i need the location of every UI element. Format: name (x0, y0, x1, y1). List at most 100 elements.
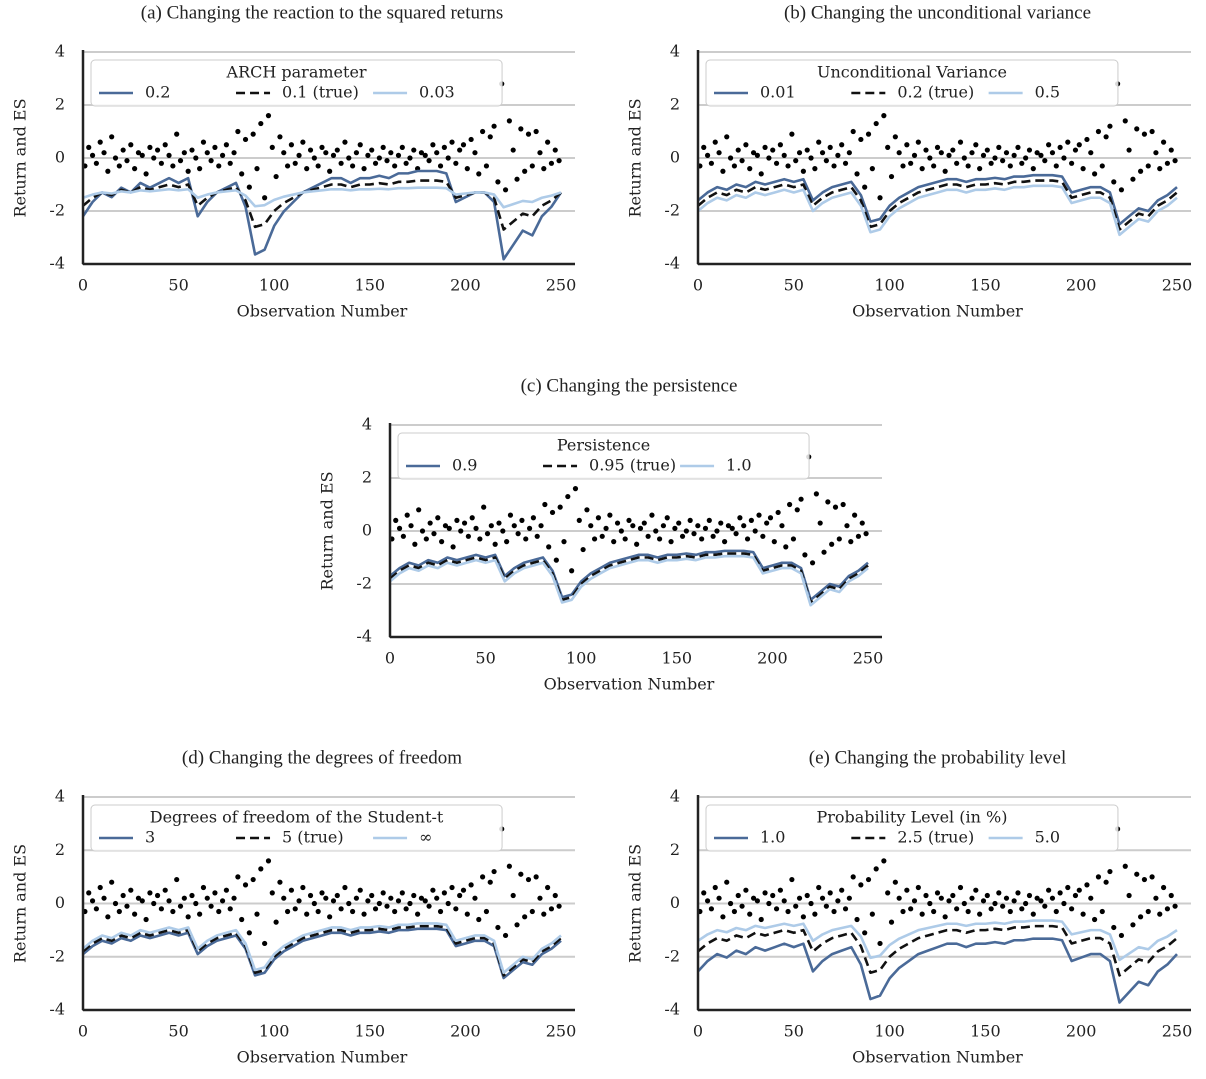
return-point (873, 866, 879, 872)
return-point (330, 152, 337, 158)
return-point (262, 195, 268, 201)
return-point (265, 858, 272, 864)
return-point (664, 515, 670, 521)
return-point (1141, 876, 1148, 883)
return-point (166, 898, 172, 904)
return-point (859, 520, 865, 526)
return-point (269, 144, 275, 150)
legend-title: ARCH parameter (226, 63, 367, 82)
return-point (500, 528, 506, 534)
legend: Degrees of freedom of the Student-t3 5 (t… (90, 804, 503, 852)
return-point (1103, 879, 1109, 885)
return-point (105, 168, 111, 174)
return-point (885, 144, 891, 150)
return-point (708, 160, 715, 166)
return-point (927, 155, 933, 161)
return-point (683, 528, 689, 534)
return-point (437, 908, 444, 915)
return-point (139, 152, 145, 158)
return-point (457, 892, 463, 899)
return-point (492, 541, 498, 547)
return-point (858, 136, 864, 143)
return-point (821, 549, 827, 555)
return-point (427, 520, 433, 526)
return-point (418, 895, 425, 901)
return-point (242, 882, 249, 888)
es-line (82, 179, 562, 231)
x-tick-label: 0 (385, 649, 395, 668)
x-tick-label: 100 (259, 276, 290, 295)
y-tick-label: -2 (49, 946, 65, 965)
return-point (1061, 900, 1067, 907)
return-point (1023, 155, 1029, 161)
return-point (277, 879, 283, 885)
return-point (1000, 903, 1006, 909)
return-point (419, 528, 426, 534)
return-point (781, 898, 787, 904)
return-point (502, 932, 509, 939)
return-point (472, 895, 478, 901)
return-point (885, 890, 891, 896)
return-point (189, 892, 195, 899)
return-point (819, 150, 826, 156)
return-point (832, 504, 839, 510)
return-point (105, 914, 111, 920)
return-point (357, 887, 363, 893)
return-point (865, 876, 872, 883)
return-point (533, 128, 539, 135)
x-tick-label: 100 (874, 1022, 905, 1041)
return-point (1126, 147, 1132, 153)
return-point (727, 155, 734, 161)
x-tick-label: 50 (168, 276, 188, 295)
return-point (1160, 139, 1167, 145)
return-point (1000, 158, 1006, 164)
return-point (1122, 863, 1128, 869)
return-point (961, 155, 967, 161)
y-tick-label: 2 (55, 95, 65, 114)
return-point (977, 166, 983, 172)
return-point (1015, 890, 1021, 896)
legend-label: 0.03 (419, 83, 455, 102)
return-point (519, 517, 525, 524)
return-point (376, 900, 382, 907)
return-point (758, 916, 764, 923)
legend: Unconditional Variance 0.01 0.2 (true) 0.5 (705, 59, 1119, 107)
x-axis-label: Observation Number (237, 302, 408, 321)
return-point (808, 900, 814, 907)
return-point (372, 160, 379, 166)
legend: Persistence 0.9 0.95 (true) 1.0 (397, 432, 810, 480)
return-point (1149, 874, 1155, 880)
return-point (93, 160, 99, 166)
y-tick-label: 0 (362, 521, 372, 540)
return-point (338, 906, 344, 912)
return-point (510, 892, 516, 899)
return-point (472, 150, 478, 156)
return-point (376, 155, 382, 161)
return-point (855, 533, 862, 539)
return-point (219, 152, 226, 158)
return-point (793, 903, 799, 909)
return-point (269, 890, 275, 896)
return-point (896, 895, 902, 901)
es-line (697, 924, 1178, 977)
return-point (277, 134, 283, 140)
return-point (502, 187, 509, 193)
return-point (407, 900, 413, 907)
return-point (545, 139, 551, 145)
return-point (488, 523, 494, 529)
y-tick-label: 0 (55, 893, 65, 912)
return-point (349, 908, 356, 915)
legend-title: Degrees of freedom of the Student-t (150, 808, 444, 827)
return-point (908, 160, 914, 166)
return-point (819, 895, 826, 901)
y-axis-label: Return and ES (626, 844, 645, 963)
legend-label: 0.2 (true) (897, 83, 974, 102)
return-point (775, 509, 781, 516)
return-point (618, 528, 624, 534)
return-point (304, 166, 310, 172)
return-point (708, 906, 715, 912)
x-tick-label: 150 (355, 276, 386, 295)
y-axis-label: Return and ES (318, 471, 337, 590)
x-tick-label: 100 (566, 649, 597, 668)
return-point (193, 155, 199, 161)
